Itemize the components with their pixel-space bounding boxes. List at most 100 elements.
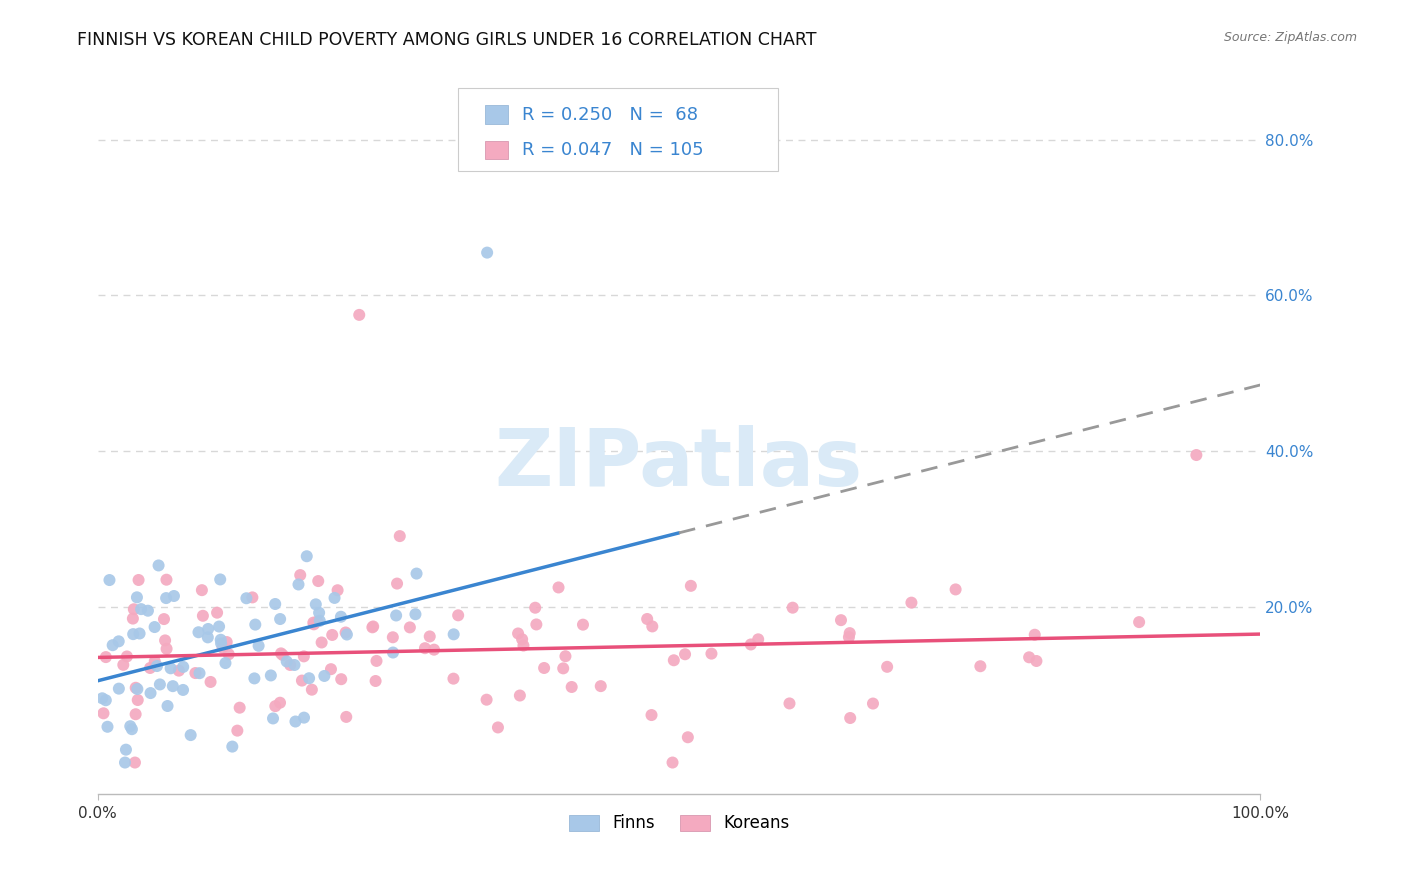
Point	[419, 630, 441, 644]
Text: FINNISH VS KOREAN CHILD POVERTY AMONG GIRLS UNDER 16 CORRELATION CHART: FINNISH VS KOREAN CHILD POVERTY AMONG GI…	[77, 31, 817, 49]
Point	[1024, 628, 1046, 642]
Point	[308, 606, 330, 620]
Point	[235, 591, 257, 606]
Point	[524, 617, 547, 632]
Point	[121, 722, 143, 736]
Point	[149, 677, 172, 691]
Point	[298, 671, 321, 685]
Point	[290, 568, 312, 582]
Point	[547, 581, 569, 595]
Point	[413, 641, 436, 656]
Point	[139, 661, 162, 675]
Point	[553, 661, 575, 675]
Point	[128, 573, 150, 587]
Point	[155, 641, 177, 656]
Point	[247, 639, 270, 653]
Point	[330, 672, 353, 686]
Point	[361, 619, 384, 633]
Point	[125, 591, 148, 605]
Point	[830, 613, 852, 627]
Point	[662, 653, 685, 667]
Point	[209, 632, 232, 647]
Point	[876, 660, 898, 674]
Point	[307, 574, 329, 588]
Point	[101, 638, 124, 652]
Point	[215, 635, 238, 649]
Point	[307, 615, 329, 629]
Point	[107, 634, 129, 648]
Point	[221, 739, 243, 754]
Point	[311, 635, 333, 649]
Point	[862, 697, 884, 711]
Point	[108, 681, 131, 696]
Point	[292, 649, 315, 664]
Point	[779, 697, 801, 711]
Point	[162, 679, 184, 693]
Point	[214, 656, 236, 670]
Point	[125, 681, 148, 695]
Point	[211, 640, 233, 655]
Point	[120, 719, 142, 733]
Point	[385, 576, 408, 591]
Point	[98, 573, 121, 587]
Point	[475, 692, 498, 706]
Point	[191, 608, 214, 623]
Point	[782, 600, 804, 615]
Point	[838, 626, 860, 640]
Point	[197, 631, 219, 645]
Point	[349, 308, 371, 322]
Point	[156, 698, 179, 713]
Point	[443, 672, 465, 686]
Point	[969, 659, 991, 673]
Point	[1185, 448, 1208, 462]
Point	[188, 666, 211, 681]
Point	[679, 579, 702, 593]
Point	[524, 600, 547, 615]
Point	[172, 682, 194, 697]
Point	[641, 619, 664, 633]
Point	[308, 614, 330, 628]
Point	[301, 682, 323, 697]
Point	[321, 628, 343, 642]
Point	[124, 756, 146, 770]
Point	[405, 566, 427, 581]
Point	[302, 615, 325, 630]
Point	[167, 664, 190, 678]
Point	[506, 626, 529, 640]
Point	[326, 583, 349, 598]
Point	[240, 591, 263, 605]
Point	[561, 680, 583, 694]
Point	[122, 602, 145, 616]
Point	[676, 731, 699, 745]
Point	[262, 711, 284, 725]
Point	[127, 693, 149, 707]
Point	[155, 591, 177, 606]
Point	[146, 659, 169, 673]
Point	[143, 620, 166, 634]
Point	[287, 577, 309, 591]
Point	[94, 650, 117, 665]
Point	[388, 529, 411, 543]
Point	[945, 582, 967, 597]
Point	[283, 658, 305, 673]
Point	[270, 646, 292, 660]
Point	[900, 596, 922, 610]
Point	[276, 655, 298, 669]
Point	[197, 622, 219, 636]
Point	[172, 660, 194, 674]
Point	[291, 673, 314, 688]
Point	[159, 661, 181, 675]
Point	[381, 630, 404, 644]
Point	[284, 714, 307, 729]
Point	[91, 691, 114, 706]
Point	[404, 607, 426, 622]
Point	[271, 648, 294, 662]
Point	[329, 609, 352, 624]
Point	[122, 611, 145, 625]
Point	[163, 589, 186, 603]
Point	[264, 699, 287, 714]
Point	[382, 646, 405, 660]
Point	[128, 626, 150, 640]
Point	[143, 654, 166, 668]
Point	[115, 742, 138, 756]
